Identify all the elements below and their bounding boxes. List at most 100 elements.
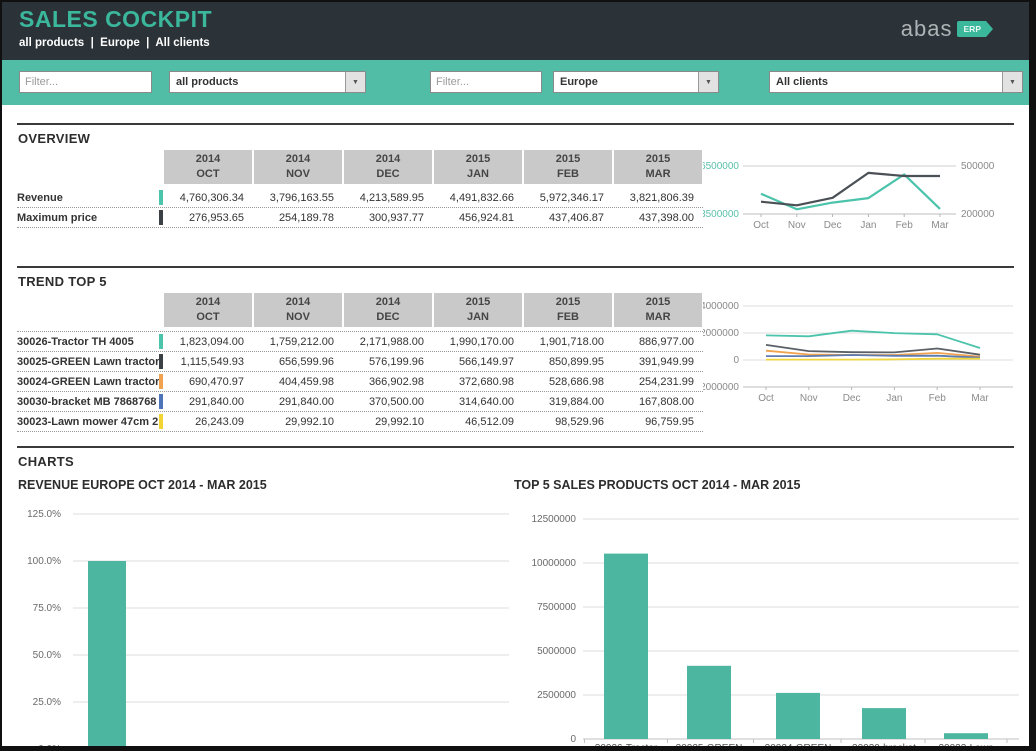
- svg-text:Dec: Dec: [824, 220, 842, 231]
- table-cell: 656,599.96: [278, 355, 334, 368]
- trend-section-title: TREND TOP 5: [18, 274, 107, 289]
- overview-section: 2014 OCT 2014 NOV 2014 DEC 2015 JAN 2015 FEB …: [17, 150, 1014, 242]
- svg-text:Oct: Oct: [753, 220, 769, 231]
- svg-text:125.0%: 125.0%: [27, 509, 61, 520]
- client-filter-input[interactable]: [430, 71, 542, 93]
- trend-table-header: 2014 OCT 2014 NOV 2014 DEC 2015 JAN 2015 FEB …: [17, 293, 703, 327]
- table-cell: 291,840.00: [278, 395, 334, 408]
- table-row: 30026-Tractor TH 4005 1,823,094.00 1,759…: [17, 332, 703, 352]
- chevron-down-icon: ▼: [698, 72, 718, 92]
- table-cell: 2,171,988.00: [359, 335, 424, 348]
- table-cell: 566,149.97: [458, 355, 514, 368]
- table-cell: 167,808.00: [638, 395, 694, 408]
- svg-text:2500000: 2500000: [537, 690, 576, 701]
- column-header: 2015 FEB: [524, 150, 612, 184]
- overview-line-chart: 6500000 3500000 500000 200000 Oct Nov Dec Jan Fe…: [703, 161, 995, 231]
- column-header: 2015 MAR: [614, 293, 702, 327]
- table-cell: 29,992.10: [285, 415, 334, 428]
- revenue-europe-chart-title: REVENUE EUROPE OCT 2014 - MAR 2015: [18, 478, 267, 492]
- svg-text:50.0%: 50.0%: [33, 650, 61, 661]
- row-label: 30026-Tractor TH 4005: [17, 335, 134, 348]
- column-header: 2015 JAN: [434, 150, 522, 184]
- svg-text:Dec: Dec: [843, 393, 861, 404]
- table-row: 30023-Lawn mower 47cm 2 26,243.09 29,992…: [17, 412, 703, 432]
- row-label: 30024-GREEN Lawn tractor: [17, 375, 159, 388]
- abas-erp-logo: abas ERP: [901, 18, 993, 40]
- column-header: 2014 DEC: [344, 150, 432, 184]
- product-filter-input[interactable]: [19, 71, 152, 93]
- column-header: 2014 DEC: [344, 293, 432, 327]
- table-cell: 1,823,094.00: [179, 335, 244, 348]
- svg-text:Feb: Feb: [929, 393, 947, 404]
- svg-text:Feb: Feb: [896, 220, 914, 231]
- chevron-down-icon: ▼: [1002, 72, 1022, 92]
- table-cell: 391,949.99: [638, 355, 694, 368]
- top5-products-chart-title: TOP 5 SALES PRODUCTS OCT 2014 - MAR 2015: [514, 478, 801, 492]
- section-divider: [17, 266, 1014, 268]
- charts-section: REVENUE EUROPE OCT 2014 - MAR 2015 125.0…: [17, 473, 1019, 751]
- svg-text:6500000: 6500000: [703, 161, 739, 172]
- table-cell: 96,759.95: [645, 415, 694, 428]
- svg-text:0.0%: 0.0%: [38, 744, 61, 751]
- column-header: 2015 FEB: [524, 293, 612, 327]
- svg-text:4000000: 4000000: [703, 301, 739, 312]
- series-color-marker: [159, 414, 163, 429]
- table-cell: 3,821,806.39: [629, 191, 694, 204]
- table-cell: 437,406.87: [548, 211, 604, 224]
- table-row: Maximum price 276,953.65 254,189.78 300,…: [17, 208, 703, 228]
- client-select[interactable]: All clients ▼: [769, 71, 1023, 93]
- table-cell: 98,529.96: [555, 415, 604, 428]
- table-cell: 29,992.10: [375, 415, 424, 428]
- column-header: 2014 OCT: [164, 150, 252, 184]
- series-color-marker: [159, 394, 163, 409]
- svg-text:Oct: Oct: [758, 393, 774, 404]
- svg-text:Mar: Mar: [931, 220, 949, 231]
- top5-products-chart-block: TOP 5 SALES PRODUCTS OCT 2014 - MAR 2015…: [513, 473, 1023, 751]
- series-color-marker: [159, 210, 163, 225]
- row-label: 30023-Lawn mower 47cm 2: [17, 415, 159, 428]
- column-header: 2015 JAN: [434, 293, 522, 327]
- table-cell: 1,990,170.00: [449, 335, 514, 348]
- table-cell: 4,491,832.66: [449, 191, 514, 204]
- svg-text:25.0%: 25.0%: [33, 697, 61, 708]
- table-cell: 26,243.09: [195, 415, 244, 428]
- table-row: Revenue 4,760,306.34 3,796,163.55 4,213,…: [17, 188, 703, 208]
- table-cell: 254,231.99: [638, 375, 694, 388]
- svg-text:7500000: 7500000: [537, 602, 576, 613]
- table-cell: 404,459.98: [278, 375, 334, 388]
- charts-section-title: CHARTS: [18, 454, 74, 469]
- overview-table: 2014 OCT 2014 NOV 2014 DEC 2015 JAN 2015 FEB …: [17, 150, 703, 228]
- table-row: 30025-GREEN Lawn tractor 1,115,549.93 65…: [17, 352, 703, 372]
- svg-text:Mar: Mar: [971, 393, 989, 404]
- table-cell: 1,901,718.00: [539, 335, 604, 348]
- row-label: 30030-bracket MB 7868768: [17, 395, 157, 408]
- table-cell: 576,199.96: [368, 355, 424, 368]
- product-select[interactable]: all products ▼: [169, 71, 366, 93]
- table-cell: 314,640.00: [458, 395, 514, 408]
- table-cell: 291,840.00: [188, 395, 244, 408]
- table-cell: 370,500.00: [368, 395, 424, 408]
- overview-section-title: OVERVIEW: [18, 131, 91, 146]
- table-row: 30030-bracket MB 7868768 291,840.00 291,…: [17, 392, 703, 412]
- svg-text:3500000: 3500000: [703, 209, 739, 220]
- table-cell: 372,680.98: [458, 375, 514, 388]
- column-header: 2014 NOV: [254, 293, 342, 327]
- chevron-down-icon: ▼: [345, 72, 365, 92]
- trend-line-chart: 4000000 2000000 0 -2000000 Oct Nov Dec Jan Feb Ma…: [703, 301, 1013, 404]
- table-cell: 5,972,346.17: [539, 191, 604, 204]
- page-title: SALES COCKPIT: [19, 6, 213, 32]
- section-divider: [17, 446, 1014, 448]
- table-cell: 1,115,549.93: [180, 355, 244, 368]
- table-cell: 300,937.77: [368, 211, 424, 224]
- series-color-marker: [159, 374, 163, 389]
- overview-table-header: 2014 OCT 2014 NOV 2014 DEC 2015 JAN 2015 FEB …: [17, 150, 703, 184]
- table-cell: 886,977.00: [638, 335, 694, 348]
- region-select[interactable]: Europe ▼: [553, 71, 719, 93]
- table-cell: 46,512.09: [465, 415, 514, 428]
- main-content: OVERVIEW 2014 OCT 2014 NOV 2014 DEC 2015 JAN…: [2, 123, 1029, 751]
- trend-table: 2014 OCT 2014 NOV 2014 DEC 2015 JAN 2015 FEB …: [17, 293, 703, 432]
- breadcrumb: all products | Europe | All clients: [19, 37, 210, 49]
